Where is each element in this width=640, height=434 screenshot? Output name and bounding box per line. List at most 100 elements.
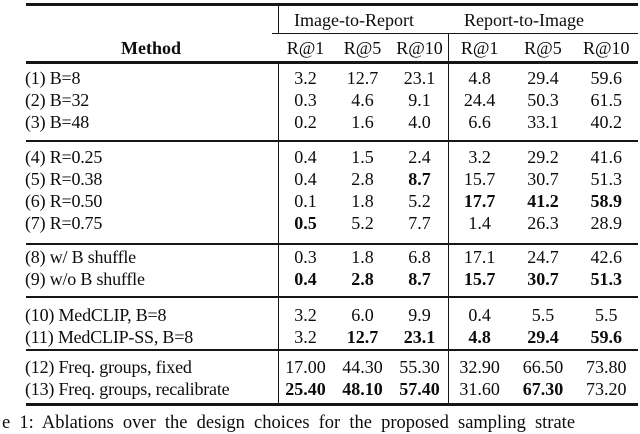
value-cell: 12.7: [346, 327, 379, 347]
value-cell: 61.5: [590, 90, 622, 110]
value-cell: 3.2: [294, 68, 317, 88]
value-cell: 55.30: [399, 357, 440, 377]
method-cell: (3) B=48: [25, 112, 90, 132]
value-cell: 17.7: [463, 191, 496, 211]
table-row: (10) MedCLIP, B=8 3.2 6.0 9.9 0.4 5.5 5.…: [25, 304, 638, 326]
table-section-ratio: (4) R=0.25 0.4 1.5 2.4 3.2 29.2 41.6 (5)…: [25, 146, 638, 234]
value-cell: 17.1: [463, 247, 496, 267]
table-section-medclip: (10) MedCLIP, B=8 3.2 6.0 9.9 0.4 5.5 5.…: [25, 304, 638, 348]
section-rule-1: [26, 140, 638, 142]
table-section-batch-size: (1) B=8 3.2 12.7 23.1 4.8 29.4 59.6 (2) …: [25, 67, 638, 133]
metric-header-r5-r2i: R@5: [524, 38, 562, 58]
value-cell: 5.2: [351, 213, 374, 233]
table-row: (9) w/o B shuffle 0.4 2.8 8.7 15.7 30.7 …: [25, 268, 638, 290]
method-cell: (2) B=32: [25, 90, 90, 110]
metrics-header-row: Method R@1 R@5 R@10 R@1 R@5 R@10: [25, 34, 638, 62]
value-cell: 2.4: [408, 147, 431, 167]
value-cell: 41.2: [527, 191, 559, 211]
value-cell: 1.5: [351, 147, 374, 167]
value-cell: 57.40: [399, 379, 440, 399]
value-cell: 25.40: [285, 379, 326, 399]
value-cell: 23.1: [403, 68, 436, 88]
value-cell: 0.2: [294, 112, 317, 132]
value-cell: 15.7: [463, 269, 496, 289]
value-cell: 73.20: [585, 379, 627, 399]
value-cell: 29.4: [527, 68, 559, 88]
value-cell: 9.9: [408, 305, 431, 325]
section-rule-2: [26, 243, 638, 245]
value-cell: 0.4: [294, 269, 317, 289]
method-cell: (4) R=0.25: [25, 147, 103, 167]
value-cell: 9.1: [408, 90, 431, 110]
table-section-shuffle: (8) w/ B shuffle 0.3 1.8 6.8 17.1 24.7 4…: [25, 246, 638, 290]
value-cell: 73.80: [585, 357, 627, 377]
value-cell: 42.6: [590, 247, 622, 267]
method-cell: (13) Freq. groups, recalibrate: [25, 379, 230, 399]
value-cell: 31.60: [459, 379, 500, 399]
table-row: (8) w/ B shuffle 0.3 1.8 6.8 17.1 24.7 4…: [25, 246, 638, 268]
table-row: (1) B=8 3.2 12.7 23.1 4.8 29.4 59.6: [25, 67, 638, 89]
value-cell: 0.4: [468, 305, 491, 325]
method-cell: (7) R=0.75: [25, 213, 103, 233]
value-cell: 3.2: [468, 147, 491, 167]
value-cell: 48.10: [342, 379, 383, 399]
column-divider-header-left: [278, 6, 280, 33]
value-cell: 0.5: [294, 213, 317, 233]
value-cell: 8.7: [408, 269, 431, 289]
method-cell: (10) MedCLIP, B=8: [25, 305, 167, 325]
column-divider-body-left: [278, 63, 280, 403]
value-cell: 5.2: [408, 191, 431, 211]
value-cell: 6.6: [468, 112, 491, 132]
value-cell: 4.0: [408, 112, 431, 132]
section-rule-3: [26, 296, 638, 298]
value-cell: 0.4: [294, 169, 317, 189]
value-cell: 0.3: [294, 90, 317, 110]
table-row: (5) R=0.38 0.4 2.8 8.7 15.7 30.7 51.3: [25, 168, 638, 190]
table-row: (4) R=0.25 0.4 1.5 2.4 3.2 29.2 41.6: [25, 146, 638, 168]
value-cell: 1.8: [351, 247, 374, 267]
value-cell: 58.9: [590, 191, 622, 211]
column-group-report-to-image: Report-to-Image: [464, 10, 584, 30]
column-divider-body-mid: [448, 63, 450, 403]
metric-header-r10-r2i: R@10: [582, 38, 630, 58]
table-row: (13) Freq. groups, recalibrate 25.40 48.…: [25, 378, 638, 400]
value-cell: 59.6: [590, 327, 622, 347]
value-cell: 2.8: [351, 169, 374, 189]
section-rule-4: [26, 349, 638, 351]
value-cell: 24.7: [527, 247, 559, 267]
method-column-header: Method: [121, 38, 181, 58]
method-cell: (11) MedCLIP-SS, B=8: [25, 327, 193, 347]
value-cell: 5.5: [531, 305, 555, 325]
value-cell: 1.8: [351, 191, 374, 211]
value-cell: 50.3: [527, 90, 559, 110]
value-cell: 29.4: [527, 327, 559, 347]
value-cell: 4.8: [468, 327, 491, 347]
value-cell: 7.7: [408, 213, 431, 233]
value-cell: 44.30: [342, 357, 383, 377]
method-cell: (9) w/o B shuffle: [25, 269, 145, 289]
table-row: (11) MedCLIP-SS, B=8 3.2 12.7 23.1 4.8 2…: [25, 326, 638, 348]
table-row: (6) R=0.50 0.1 1.8 5.2 17.7 41.2 58.9: [25, 190, 638, 212]
table-bottom-rule: [26, 403, 638, 406]
value-cell: 4.8: [468, 68, 491, 88]
value-cell: 32.90: [459, 357, 500, 377]
value-cell: 59.6: [590, 68, 622, 88]
value-cell: 6.8: [408, 247, 431, 267]
table-row: (2) B=32 0.3 4.6 9.1 24.4 50.3 61.5: [25, 89, 638, 111]
value-cell: 51.3: [590, 169, 622, 189]
value-cell: 0.4: [294, 147, 317, 167]
value-cell: 3.2: [294, 327, 317, 347]
value-cell: 12.7: [346, 68, 379, 88]
value-cell: 29.2: [527, 147, 559, 167]
value-cell: 24.4: [463, 90, 496, 110]
value-cell: 66.50: [522, 357, 564, 377]
table-top-rule: [26, 3, 638, 6]
table-caption: e 1: Ablations over the design choices f…: [2, 413, 576, 433]
value-cell: 6.0: [351, 305, 374, 325]
value-cell: 40.2: [590, 112, 622, 132]
table-row: (3) B=48 0.2 1.6 4.0 6.6 33.1 40.2: [25, 111, 638, 133]
metric-header-r1-i2r: R@1: [286, 38, 325, 58]
method-cell: (8) w/ B shuffle: [25, 247, 136, 267]
method-cell: (12) Freq. groups, fixed: [25, 357, 192, 377]
method-cell: (5) R=0.38: [25, 169, 103, 189]
